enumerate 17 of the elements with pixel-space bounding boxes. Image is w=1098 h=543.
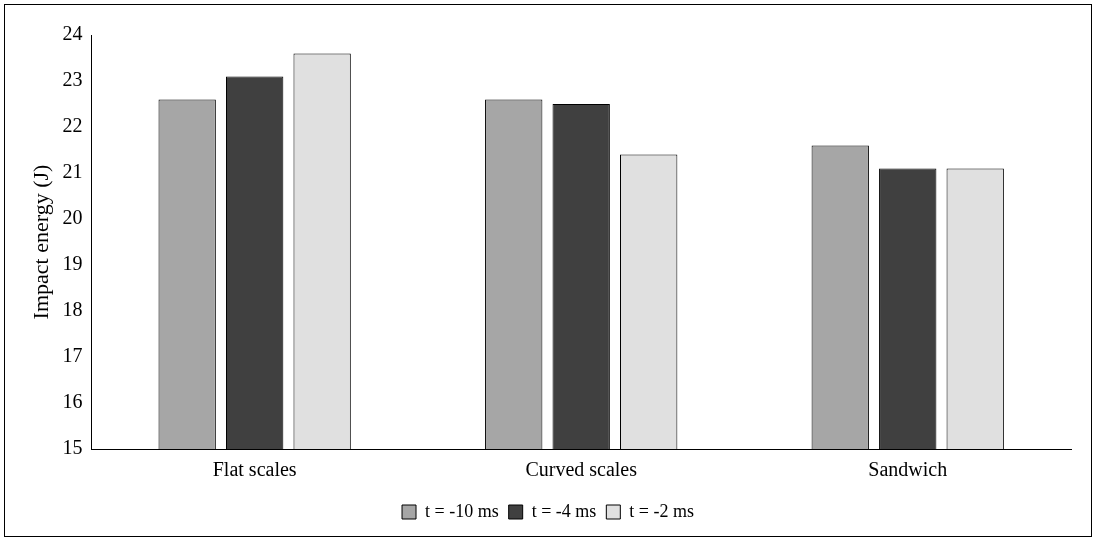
y-tick-label: 15 — [62, 436, 83, 459]
y-axis-title: Impact energy (J) — [27, 164, 53, 320]
y-tick-label: 17 — [62, 344, 83, 367]
y-tick-label: 20 — [62, 206, 83, 229]
y-tick-label: 24 — [62, 22, 83, 45]
y-tick-label: 16 — [62, 390, 83, 413]
y-tick-label: 21 — [62, 160, 83, 183]
y-tick-label: 22 — [62, 114, 83, 137]
y-tick-label: 23 — [62, 68, 83, 91]
x-tick-label: Curved scales — [525, 458, 638, 481]
legend-label: t = -10 ms — [425, 500, 499, 521]
y-tick-label: 18 — [62, 298, 83, 321]
y-tick-label: 19 — [62, 252, 83, 275]
x-tick-label: Flat scales — [212, 458, 297, 481]
legend-label: t = -2 ms — [629, 500, 694, 521]
x-tick-label: Sandwich — [868, 458, 948, 481]
legend-label: t = -4 ms — [531, 500, 597, 521]
